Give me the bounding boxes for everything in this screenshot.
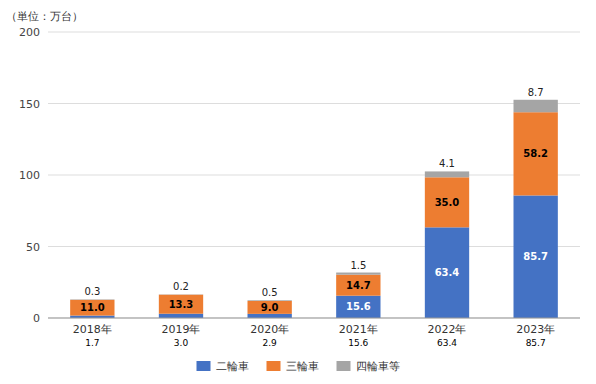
bar-segment	[336, 296, 380, 318]
bar-segment	[248, 314, 292, 318]
legend-swatch	[197, 361, 211, 371]
legend-swatch	[267, 361, 281, 371]
y-axis: 0 50 100 150 200	[19, 26, 580, 325]
data-label: 35.0	[435, 197, 460, 208]
data-label: 63.4	[435, 267, 460, 278]
x-tick-label: 2020年	[250, 323, 289, 336]
legend-label: 三輪車	[286, 360, 319, 373]
chart-container: 050100150200（単位：万台）11.00.313.30.29.00.51…	[0, 0, 596, 384]
x-axis: 2018年 1.7 2019年 3.0 2020年 2.9 2021年 15.6 2022年 63…	[73, 323, 555, 348]
bar-segment	[425, 171, 469, 177]
legend-item: 三輪車	[267, 360, 319, 373]
legend-item: 二輪車	[197, 360, 249, 373]
grid-line	[48, 32, 580, 33]
bar-segment	[70, 299, 114, 300]
legend-label: 四輪車等	[356, 360, 400, 373]
y-tick-label: 50	[26, 241, 40, 254]
grid-line	[48, 318, 580, 319]
bar-segment	[336, 273, 380, 275]
sub-value-label: 1.7	[85, 338, 99, 348]
grid-line	[48, 175, 580, 176]
sub-value-label: 15.6	[348, 338, 368, 348]
data-label: 0.3	[84, 286, 100, 297]
data-label: 8.7	[528, 87, 544, 98]
x-tick-label: 2023年	[516, 323, 555, 336]
y-tick-label: 0	[33, 312, 40, 325]
x-axis-line	[48, 318, 580, 319]
sub-value-label: 3.0	[174, 338, 189, 348]
grid-line	[48, 246, 580, 247]
legend-label: 二輪車	[216, 360, 249, 373]
bar-segment	[514, 195, 558, 318]
bar-segment	[70, 300, 114, 316]
data-label: 13.3	[169, 299, 194, 310]
data-label: 4.1	[439, 158, 455, 169]
legend-swatch	[337, 361, 351, 371]
data-label: 14.7	[346, 280, 371, 291]
bar-segment	[159, 295, 203, 314]
x-tick-label: 2022年	[428, 323, 467, 336]
sub-value-label: 2.9	[263, 338, 278, 348]
legend-item: 四輪車等	[337, 360, 400, 373]
grid-line	[48, 103, 580, 104]
bars	[70, 100, 558, 318]
bar-segment	[159, 314, 203, 318]
bar-segment	[425, 227, 469, 318]
bar-segment	[514, 112, 558, 195]
data-label: 0.2	[173, 281, 189, 292]
x-tick-label: 2018年	[73, 323, 112, 336]
y-axis-label: （単位：万台）	[6, 10, 83, 23]
sub-value-label: 85.7	[526, 338, 546, 348]
bar-segment	[336, 275, 380, 296]
y-tick-label: 200	[19, 26, 40, 39]
data-labels: 11.0 0.3 13.3 0.2 9.0 0.5 15.6 14.7 1.5 63.4 35.0 4…	[80, 87, 548, 313]
sub-value-label: 63.4	[437, 338, 457, 348]
data-label: 58.2	[523, 148, 548, 159]
x-tick-label: 2019年	[162, 323, 201, 336]
chart: 050100150200（単位：万台）11.00.313.30.29.00.51…	[0, 0, 596, 384]
data-label: 9.0	[261, 302, 279, 313]
bar-segment	[425, 177, 469, 227]
data-label: 0.5	[262, 287, 278, 298]
bar-segment	[159, 294, 203, 295]
data-label: 11.0	[80, 302, 105, 313]
data-label: 15.6	[346, 301, 371, 312]
legend: 二輪車 三輪車 四輪車等	[197, 360, 400, 373]
y-tick-label: 100	[19, 169, 40, 182]
data-label: 85.7	[523, 251, 548, 262]
y-tick-label: 150	[19, 98, 40, 111]
x-tick-label: 2021年	[339, 323, 378, 336]
bar-segment	[514, 100, 558, 112]
bar-segment	[248, 301, 292, 314]
data-label: 1.5	[350, 260, 366, 271]
